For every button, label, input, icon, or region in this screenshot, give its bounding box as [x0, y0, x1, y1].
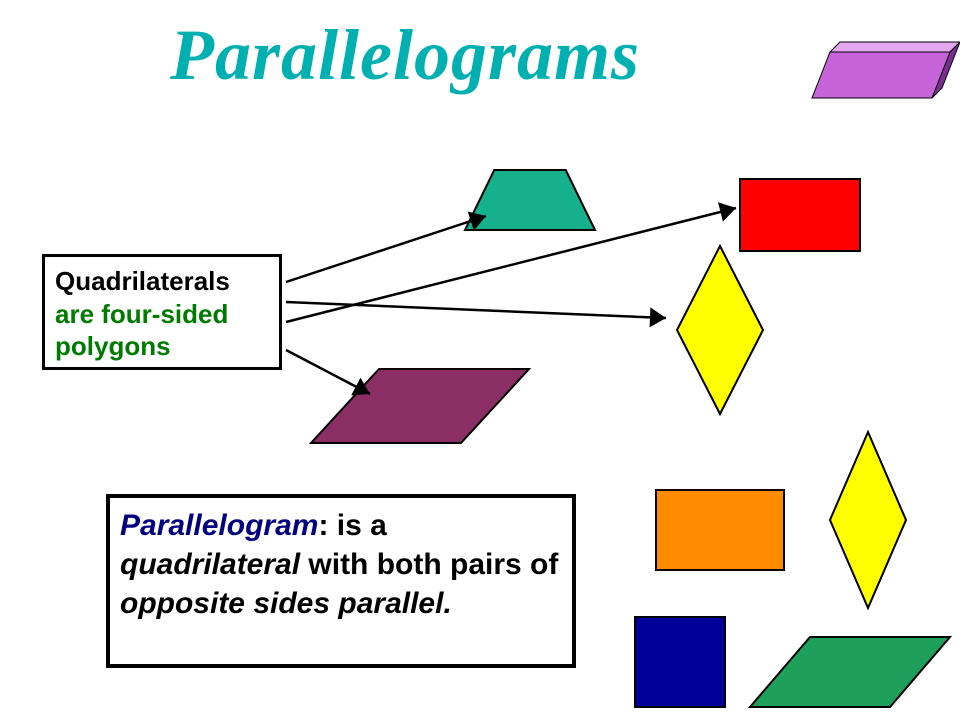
slide-canvas: Parallelograms Quadrilaterals are four-s… — [0, 0, 960, 720]
box2-seg: Parallelogram — [120, 509, 318, 542]
definition-parallelogram: Parallelogram: is a quadrilateral with b… — [106, 494, 576, 668]
arrow-head — [650, 307, 666, 327]
shape-rect_red — [740, 179, 860, 251]
box2-seg: : is a — [318, 509, 386, 542]
arrow-head — [718, 202, 736, 221]
shape-rect_orange — [656, 490, 784, 570]
shape-trapezoid_teal — [465, 170, 595, 230]
box2-seg: quadrilateral — [120, 548, 300, 581]
shape-square_navy — [635, 617, 725, 707]
definition-quadrilaterals: Quadrilaterals are four-sided polygons — [42, 254, 282, 370]
shape-rhombus_yellow_1 — [677, 246, 763, 414]
arrow-line — [286, 216, 486, 282]
arrow-line — [286, 302, 666, 318]
box1-line1: Quadrilaterals — [55, 265, 269, 298]
shape-para_green — [750, 637, 950, 707]
shape-rhombus_yellow_2 — [830, 432, 906, 608]
box2-seg: with both pairs of — [300, 548, 558, 581]
box1-line2: are four-sided — [55, 298, 269, 331]
box1-line3: polygons — [55, 330, 269, 363]
box2-seg: opposite sides parallel. — [120, 587, 452, 620]
